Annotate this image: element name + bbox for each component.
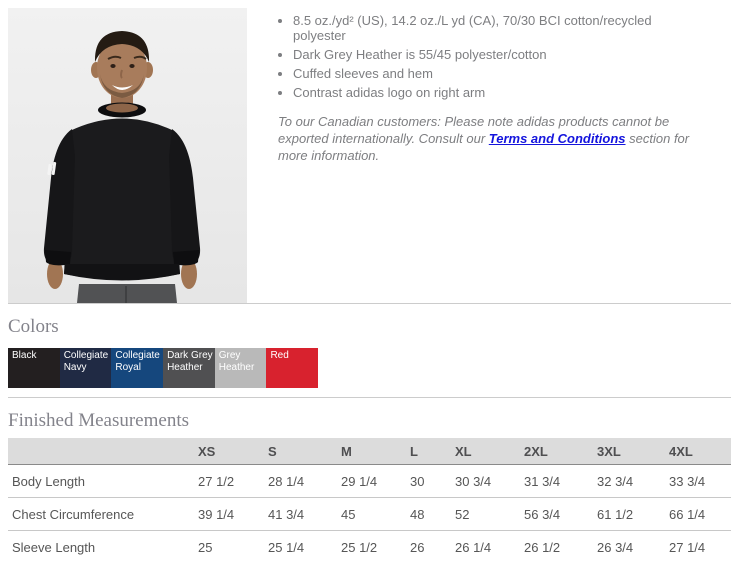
feature-item: 8.5 oz./yd² (US), 14.2 oz./L yd (CA), 70… <box>293 13 692 43</box>
color-swatch[interactable]: Collegiate Royal <box>111 348 164 388</box>
color-swatch[interactable]: Grey Heather <box>214 348 267 388</box>
size-column-header: 3XL <box>597 438 669 465</box>
feature-item: Cuffed sleeves and hem <box>293 66 692 81</box>
measurement-cell: 25 <box>198 530 268 563</box>
measurement-cell: 39 1/4 <box>198 497 268 531</box>
measurements-table: XS S M L XL 2XL 3XL 4XL Body Length 27 1/2 28 1/4… <box>8 438 731 563</box>
measurement-cell: 48 <box>410 497 455 531</box>
color-swatch-strip: Black Collegiate Navy Collegiate Royal Dark… <box>8 348 731 388</box>
size-column-header: XS <box>198 438 268 465</box>
measurement-cell: 30 3/4 <box>455 473 492 489</box>
color-swatch-label: Collegiate Royal <box>115 350 160 373</box>
measurement-cell: 26 3/4 <box>597 530 669 563</box>
measurement-cell: 25 1/2 <box>341 530 410 563</box>
terms-and-conditions-link[interactable]: Terms and Conditions <box>488 131 626 146</box>
measurement-cell: 28 1/4 <box>268 473 305 489</box>
measurement-cell: 61 1/2 <box>597 497 669 531</box>
size-header-row: XS S M L XL 2XL 3XL 4XL <box>8 438 731 465</box>
measurement-cell: 29 1/4 <box>341 473 378 489</box>
product-photo <box>8 8 247 303</box>
measurements-heading: Finished Measurements <box>8 410 190 431</box>
measurement-cell: 27 1/2 <box>198 473 235 489</box>
color-swatch[interactable]: Red <box>266 348 319 388</box>
measurement-cell: 33 3/4 <box>669 473 706 489</box>
measurement-cell: 30 <box>410 473 425 489</box>
size-column-header: L <box>410 438 455 465</box>
measurement-row: Sleeve Length 25 25 1/4 25 1/2 26 26 1/4 26 1/… <box>8 530 731 563</box>
color-swatch[interactable]: Black <box>8 348 60 388</box>
measurement-cell: 26 1/2 <box>524 530 597 563</box>
measurement-label-header <box>8 438 198 465</box>
color-swatch-label: Grey Heather <box>218 350 255 373</box>
colors-heading: Colors <box>8 316 59 337</box>
note-text-before: To our Canadian customers: Please note a… <box>278 114 670 146</box>
color-swatch-label: Dark Grey Heather <box>167 350 213 373</box>
measurement-cell: 26 1/4 <box>455 530 524 563</box>
size-column-header: 4XL <box>669 438 731 465</box>
measurement-cell: 32 3/4 <box>597 473 634 489</box>
feature-item: Contrast adidas logo on right arm <box>293 85 692 100</box>
section-divider <box>8 303 731 304</box>
size-column-header: XL <box>455 438 524 465</box>
product-details: 8.5 oz./yd² (US), 14.2 oz./L yd (CA), 70… <box>278 8 692 303</box>
color-swatch-label: Black <box>12 350 37 361</box>
measurement-label: Body Length <box>12 473 86 489</box>
measurement-row: Body Length 27 1/2 28 1/4 29 1/4 30 30 3/4 31 … <box>8 465 731 498</box>
color-swatch[interactable]: Collegiate Navy <box>59 348 112 388</box>
color-swatch[interactable]: Dark Grey Heather <box>163 348 215 388</box>
measurement-label: Chest Circumference <box>8 497 198 531</box>
size-column-header: M <box>341 438 410 465</box>
measurement-cell: 31 3/4 <box>524 473 561 489</box>
color-swatch-label: Red <box>270 350 289 361</box>
adidas-sleeve-logo-icon <box>47 161 57 176</box>
feature-item: Dark Grey Heather is 55/45 polyester/cot… <box>293 47 692 62</box>
measurement-cell: 41 3/4 <box>268 497 341 531</box>
color-swatch-label: Collegiate Navy <box>63 350 109 373</box>
measurement-row: Chest Circumference 39 1/4 41 3/4 45 48 52 56 … <box>8 497 731 531</box>
measurement-cell: 56 3/4 <box>524 497 597 531</box>
measurements-body: Body Length 27 1/2 28 1/4 29 1/4 30 30 3/4 31 … <box>8 465 731 563</box>
feature-list: 8.5 oz./yd² (US), 14.2 oz./L yd (CA), 70… <box>278 13 692 100</box>
section-divider <box>8 397 731 398</box>
product-overview-section: 8.5 oz./yd² (US), 14.2 oz./L yd (CA), 70… <box>0 0 739 303</box>
measurement-cell: 25 1/4 <box>268 530 341 563</box>
measurement-cell: 66 1/4 <box>669 497 731 531</box>
canadian-customers-note: To our Canadian customers: Please note a… <box>278 113 692 164</box>
size-column-header: S <box>268 438 341 465</box>
measurement-cell: 52 <box>455 497 524 531</box>
note-text-after: section for more information. <box>278 131 690 163</box>
measurement-cell: 26 <box>410 530 455 563</box>
size-column-header: 2XL <box>524 438 597 465</box>
measurement-label: Sleeve Length <box>8 530 198 563</box>
measurement-cell: 45 <box>341 497 410 531</box>
measurement-cell: 27 1/4 <box>669 530 731 563</box>
